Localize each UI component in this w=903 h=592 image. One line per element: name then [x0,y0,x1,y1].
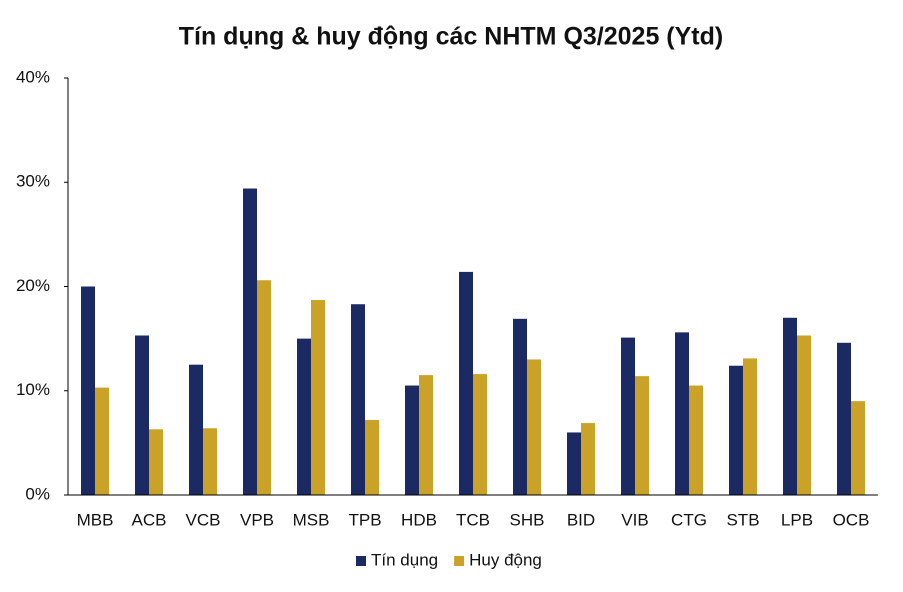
x-tick-label: OCB [833,510,870,529]
x-tick-label: TCB [456,510,490,529]
x-tick-label: ACB [132,510,167,529]
bar [851,401,865,495]
x-tick-label: CTG [671,510,707,529]
bar [743,358,757,495]
bar [473,374,487,495]
x-tick-label: VCB [186,510,221,529]
y-tick-label: 10% [16,380,50,399]
bar [581,423,595,495]
x-tick-label: HDB [401,510,437,529]
bar [365,419,379,495]
bar [837,342,851,495]
y-tick-label: 40% [16,67,50,86]
bar [297,338,311,495]
bar [203,428,217,495]
legend-label: Tín dụng [371,550,438,569]
bar [189,364,203,495]
bar [729,365,743,495]
chart-title: Tín dụng & huy động các NHTM Q3/2025 (Yt… [179,23,723,51]
bar [243,188,257,495]
x-tick-label: STB [726,510,759,529]
bar [135,335,149,495]
bar [149,429,163,495]
bar [405,385,419,495]
bar [257,280,271,495]
x-tick-label: MSB [293,510,330,529]
bar [459,271,473,495]
legend-swatch [356,556,366,566]
bar [513,318,527,495]
bar [635,376,649,495]
bar [419,375,433,495]
x-tick-label: TPB [348,510,381,529]
legend-label: Huy động [469,550,542,569]
bar [621,337,635,495]
x-tick-label: SHB [510,510,545,529]
bar [527,359,541,495]
x-tick-label: LPB [781,510,813,529]
x-tick-label: VIB [621,510,648,529]
y-tick-label: 0% [25,484,50,503]
y-tick-label: 20% [16,276,50,295]
bar [351,304,365,495]
bar [783,317,797,495]
bar [81,286,95,495]
bar [567,432,581,495]
x-tick-label: BID [567,510,595,529]
bar [689,385,703,495]
legend-swatch [454,556,465,566]
x-tick-label: MBB [77,510,114,529]
bar [95,387,109,495]
y-tick-label: 30% [16,172,50,191]
bar [797,335,811,495]
x-tick-label: VPB [240,510,274,529]
bar [675,332,689,495]
bar [311,300,325,495]
